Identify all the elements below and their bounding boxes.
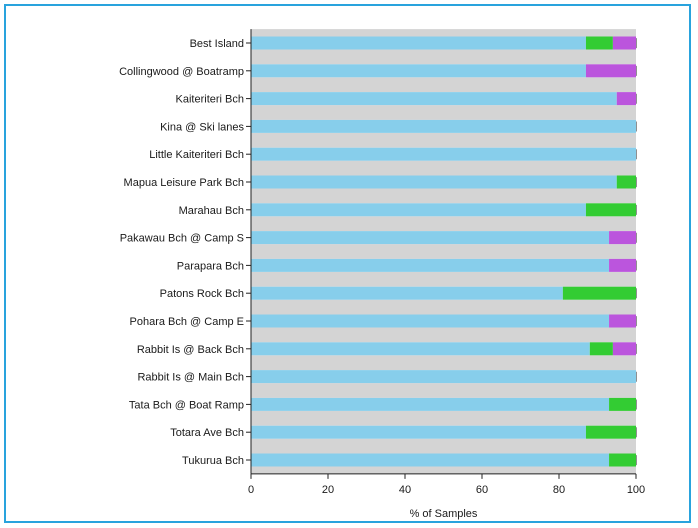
bar-segment bbox=[251, 203, 586, 217]
x-tick-label: 60 bbox=[476, 484, 488, 496]
row-band bbox=[251, 271, 636, 287]
row-band bbox=[251, 29, 636, 37]
bar-segment bbox=[251, 397, 610, 411]
bar-segment bbox=[251, 231, 610, 245]
bar-segment bbox=[616, 92, 636, 106]
row-band bbox=[251, 438, 636, 454]
row-band bbox=[251, 299, 636, 315]
category-label: Kina @ Ski lanes bbox=[160, 121, 244, 133]
row-band bbox=[251, 383, 636, 398]
category-label: Pohara Bch @ Camp E bbox=[130, 316, 245, 328]
bar-segment bbox=[616, 175, 636, 189]
row-band bbox=[251, 105, 636, 120]
category-label: Tukurua Bch bbox=[182, 455, 244, 467]
x-axis-title: % of Samples bbox=[410, 508, 478, 520]
bar-segment bbox=[251, 453, 610, 467]
category-label: Totara Ave Bch bbox=[170, 427, 244, 439]
bar-segment bbox=[251, 314, 610, 328]
row-band bbox=[251, 216, 636, 232]
row-band bbox=[251, 77, 636, 93]
bar-segment bbox=[609, 453, 636, 467]
bar-segment bbox=[585, 203, 636, 217]
row-band bbox=[251, 244, 636, 259]
x-tick-label: 80 bbox=[553, 484, 565, 496]
bars bbox=[251, 36, 636, 467]
row-band bbox=[251, 49, 636, 65]
row-band bbox=[251, 188, 636, 204]
category-label: Marahau Bch bbox=[179, 205, 244, 217]
bar-segment bbox=[251, 92, 617, 106]
bar-segment bbox=[609, 231, 636, 245]
bar-segment bbox=[609, 258, 636, 272]
category-label: Patons Rock Bch bbox=[160, 288, 244, 300]
bar-segment bbox=[251, 64, 586, 78]
bar-segment bbox=[251, 147, 636, 161]
category-label: Kaiteriteri Bch bbox=[176, 94, 244, 106]
bar-segment bbox=[585, 425, 636, 439]
bar-segment bbox=[251, 342, 590, 356]
x-tick-label: 20 bbox=[322, 484, 334, 496]
bar-segment bbox=[251, 370, 636, 384]
row-band bbox=[251, 355, 636, 371]
bar-segment bbox=[562, 286, 636, 300]
bar-segment bbox=[251, 425, 586, 439]
category-labels: Best Island Collingwood @ Boatramp Kaiteri… bbox=[119, 38, 244, 467]
row-band bbox=[251, 160, 636, 176]
bar-segment bbox=[609, 397, 636, 411]
category-label: Mapua Leisure Park Bch bbox=[124, 177, 244, 189]
bar-segment bbox=[251, 119, 636, 133]
bar-segment bbox=[585, 64, 636, 78]
category-label: Parapara Bch bbox=[177, 260, 244, 272]
x-tick-label: 0 bbox=[248, 484, 254, 496]
category-label: Little Kaiteriteri Bch bbox=[149, 149, 244, 161]
bar-segment bbox=[589, 342, 613, 356]
bar-segment bbox=[251, 258, 610, 272]
bar-segment bbox=[612, 342, 636, 356]
x-tick-labels: 0 20 40 60 80 100 bbox=[248, 484, 645, 496]
category-label: Pakawau Bch @ Camp S bbox=[120, 233, 244, 245]
row-band bbox=[251, 327, 636, 343]
bar-segment bbox=[585, 36, 613, 50]
category-label: Rabbit Is @ Main Bch bbox=[137, 372, 244, 384]
bar-segment bbox=[251, 175, 617, 189]
row-bands bbox=[251, 29, 636, 474]
bar-segment bbox=[251, 36, 586, 50]
x-tick-label: 100 bbox=[627, 484, 645, 496]
category-label: Collingwood @ Boatramp bbox=[119, 66, 244, 78]
bar-segment bbox=[612, 36, 636, 50]
x-tick-label: 40 bbox=[399, 484, 411, 496]
axes bbox=[246, 29, 637, 479]
row-band bbox=[251, 410, 636, 426]
category-label: Best Island bbox=[190, 38, 244, 50]
category-label: Rabbit Is @ Back Bch bbox=[137, 344, 244, 356]
category-label: Tata Bch @ Boat Ramp bbox=[129, 399, 244, 411]
row-band bbox=[251, 132, 636, 148]
bar-segment bbox=[251, 286, 563, 300]
row-band bbox=[251, 466, 636, 474]
bar-segment bbox=[609, 314, 636, 328]
